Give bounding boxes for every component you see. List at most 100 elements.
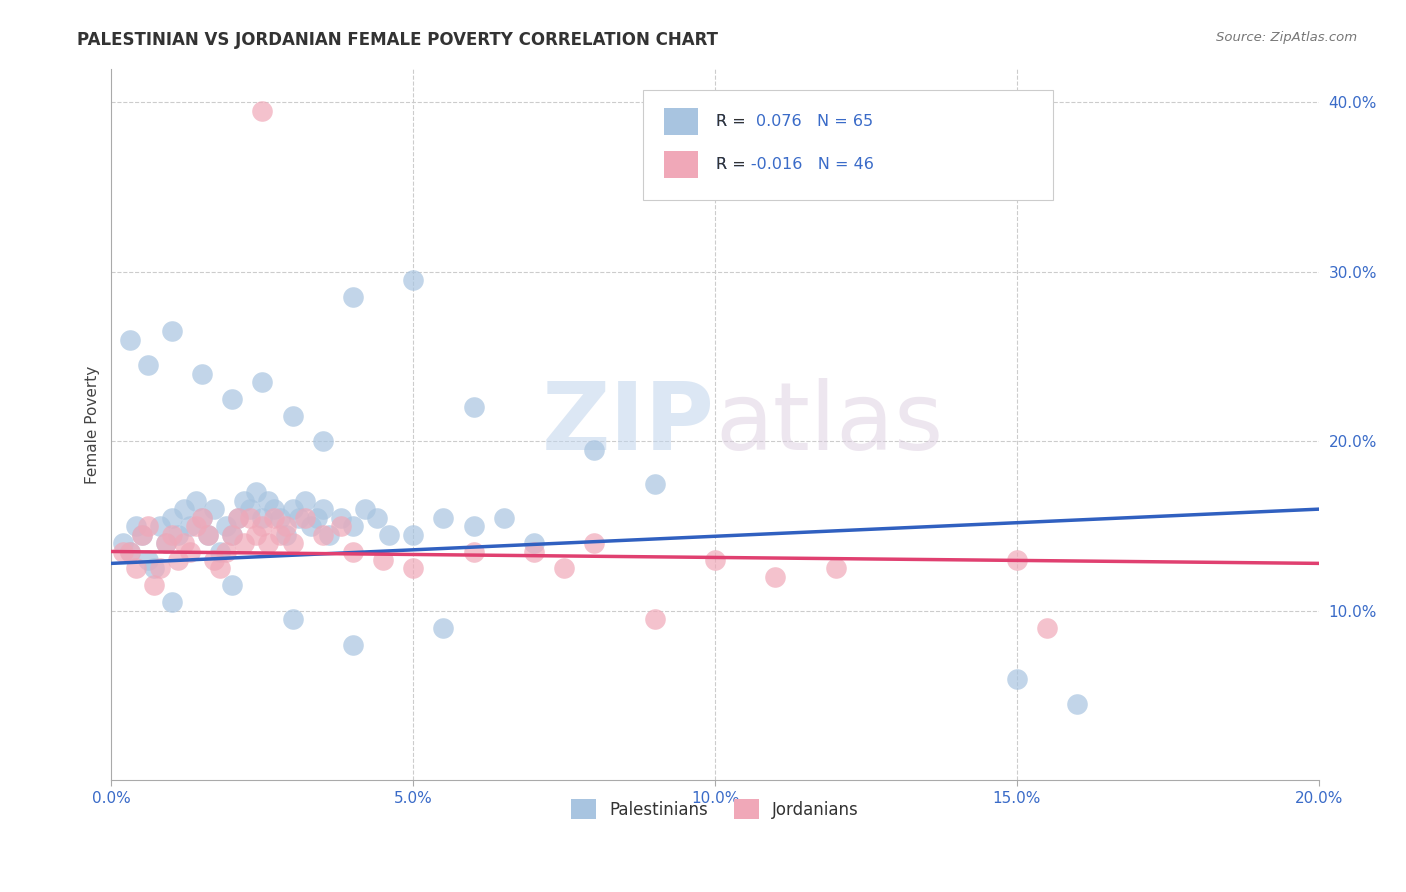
Point — [257, 493, 280, 508]
Point — [191, 510, 214, 524]
Point — [173, 536, 195, 550]
Point — [432, 621, 454, 635]
Point — [202, 553, 225, 567]
Point — [136, 553, 159, 567]
Point — [191, 367, 214, 381]
Point — [112, 544, 135, 558]
Point — [269, 527, 291, 541]
Point — [197, 527, 219, 541]
Point — [166, 527, 188, 541]
Bar — [665, 109, 699, 136]
Point — [294, 510, 316, 524]
Point — [305, 510, 328, 524]
Point — [378, 527, 401, 541]
Point — [553, 561, 575, 575]
Point — [221, 527, 243, 541]
Point — [215, 519, 238, 533]
Point — [287, 510, 309, 524]
Bar — [665, 151, 699, 178]
Point — [252, 375, 274, 389]
Point — [312, 502, 335, 516]
Text: R =  0.076   N = 65: R = 0.076 N = 65 — [716, 114, 873, 129]
Point — [402, 561, 425, 575]
Point — [202, 502, 225, 516]
Text: ZIP: ZIP — [543, 378, 716, 470]
Point — [245, 527, 267, 541]
Point — [329, 510, 352, 524]
Point — [160, 595, 183, 609]
Point — [160, 527, 183, 541]
Point — [294, 493, 316, 508]
Point — [299, 519, 322, 533]
Point — [644, 612, 666, 626]
Point — [209, 544, 232, 558]
Point — [263, 502, 285, 516]
Point — [245, 485, 267, 500]
Legend: Palestinians, Jordanians: Palestinians, Jordanians — [565, 793, 865, 825]
Point — [1036, 621, 1059, 635]
Point — [318, 527, 340, 541]
Point — [644, 476, 666, 491]
Text: atlas: atlas — [716, 378, 943, 470]
Point — [342, 638, 364, 652]
Point — [402, 273, 425, 287]
Point — [312, 434, 335, 449]
Point — [252, 103, 274, 118]
Text: R =: R = — [716, 157, 751, 172]
Point — [257, 536, 280, 550]
Point — [276, 519, 298, 533]
Point — [124, 561, 146, 575]
Point — [233, 536, 256, 550]
Point — [523, 544, 546, 558]
Point — [252, 519, 274, 533]
Point — [765, 570, 787, 584]
Point — [1005, 553, 1028, 567]
Point — [263, 510, 285, 524]
Point — [371, 553, 394, 567]
Point — [155, 536, 177, 550]
Point — [824, 561, 846, 575]
Point — [221, 578, 243, 592]
Point — [179, 519, 201, 533]
Point — [226, 510, 249, 524]
Point — [463, 401, 485, 415]
Point — [281, 612, 304, 626]
Point — [184, 493, 207, 508]
Text: Source: ZipAtlas.com: Source: ZipAtlas.com — [1216, 31, 1357, 45]
Point — [233, 493, 256, 508]
Point — [312, 527, 335, 541]
Point — [118, 333, 141, 347]
Point — [131, 527, 153, 541]
Point — [160, 510, 183, 524]
Point — [1066, 697, 1088, 711]
Point — [402, 527, 425, 541]
Point — [239, 510, 262, 524]
Point — [342, 544, 364, 558]
Point — [463, 519, 485, 533]
Point — [191, 510, 214, 524]
Point — [118, 544, 141, 558]
Point — [173, 502, 195, 516]
Point — [432, 510, 454, 524]
Point — [583, 536, 606, 550]
Point — [366, 510, 388, 524]
Point — [124, 519, 146, 533]
Point — [281, 502, 304, 516]
Point — [215, 544, 238, 558]
Point — [136, 358, 159, 372]
Point — [704, 553, 727, 567]
Point — [160, 324, 183, 338]
Point — [155, 536, 177, 550]
Point — [142, 561, 165, 575]
Point — [209, 561, 232, 575]
Point — [463, 544, 485, 558]
Point — [342, 519, 364, 533]
Text: R = -0.016   N = 46: R = -0.016 N = 46 — [716, 157, 875, 172]
Point — [329, 519, 352, 533]
Y-axis label: Female Poverty: Female Poverty — [86, 366, 100, 483]
Point — [149, 561, 172, 575]
Text: R =: R = — [716, 114, 751, 129]
Point — [239, 502, 262, 516]
Point — [179, 544, 201, 558]
Point — [226, 510, 249, 524]
